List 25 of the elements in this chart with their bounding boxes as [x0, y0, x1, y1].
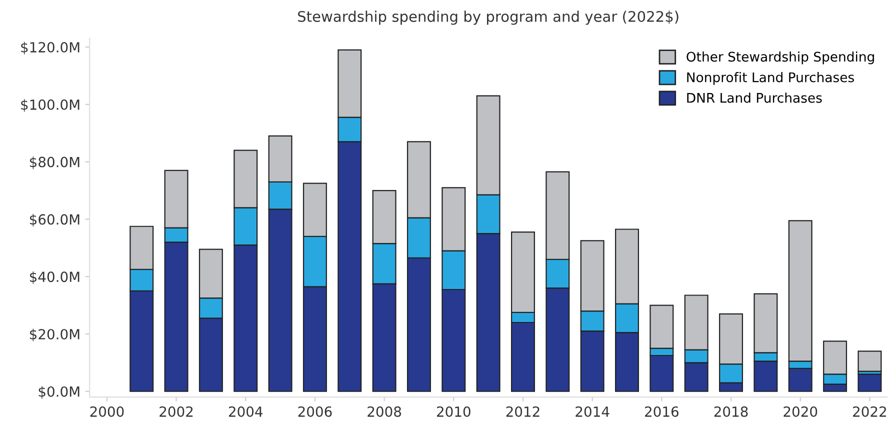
x-tick-label: 2016 — [645, 406, 678, 417]
x-tick-label: 2006 — [298, 406, 332, 417]
legend-label: DNR Land Purchases — [687, 92, 822, 103]
legend-label: Other Stewardship Spending — [686, 51, 874, 64]
x-tick-label: 2002 — [160, 406, 193, 417]
y-tick-label: $100.0M — [21, 99, 80, 112]
x-tick-label: 2010 — [436, 406, 470, 417]
chart-title: Stewardship spending by program and year (2022$) — [298, 10, 678, 25]
x-tick-label: 2012 — [506, 406, 540, 417]
y-tick-label: $60.0M — [30, 214, 80, 227]
bar — [858, 350, 882, 372]
x-tick-label: 2018 — [714, 406, 748, 417]
y-tick-label: $80.0M — [30, 156, 80, 170]
x-tick-label: 2020 — [784, 406, 818, 417]
y-tick-label: $20.0M — [30, 328, 80, 342]
bar — [858, 374, 882, 392]
x-tick-label: 2014 — [576, 406, 610, 417]
x-tick-label: 2022 — [853, 406, 886, 417]
x-tick-label: 2004 — [228, 406, 263, 417]
legend-label: Nonprofit Land Purchases — [687, 72, 854, 85]
y-tick-label: $40.0M — [30, 271, 80, 284]
y-tick-label: $120.0M — [21, 42, 80, 54]
y-tick-label: $0.0M — [38, 386, 80, 399]
x-tick-label: 2000 — [90, 406, 124, 417]
x-tick-label: 2008 — [368, 406, 402, 417]
